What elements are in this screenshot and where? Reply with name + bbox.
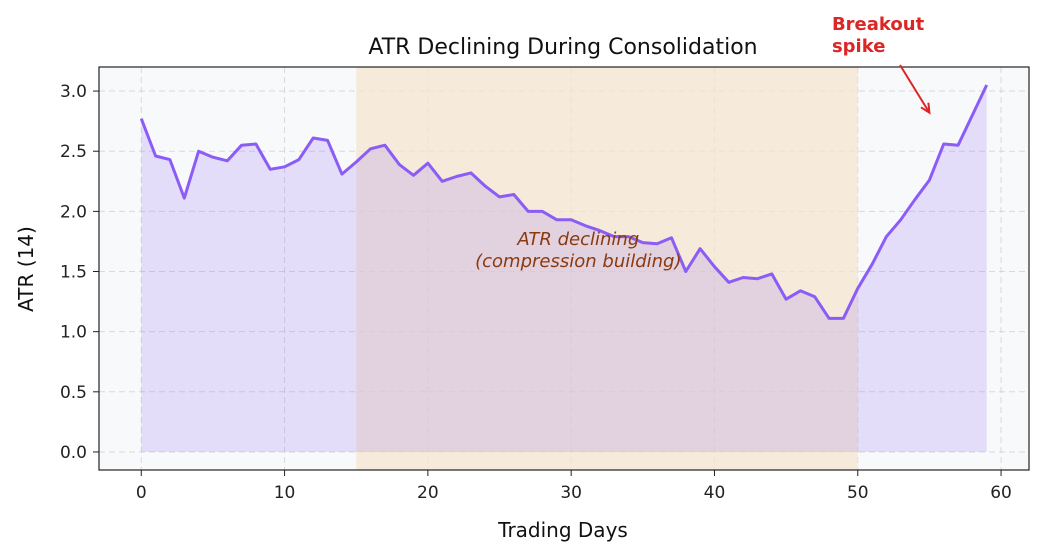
chart-title: ATR Declining During Consolidation — [368, 35, 757, 60]
x-tick-label: 30 — [560, 483, 582, 503]
y-tick-label: 2.0 — [60, 202, 87, 222]
y-tick-label: 0.5 — [60, 383, 87, 403]
consolidation-region — [356, 67, 858, 470]
x-tick-label: 0 — [136, 483, 147, 503]
x-tick-label: 20 — [417, 483, 439, 503]
y-tick-label: 1.5 — [60, 263, 87, 283]
x-tick-label: 60 — [990, 483, 1012, 503]
x-tick-label: 50 — [847, 483, 869, 503]
y-tick-label: 0.0 — [60, 443, 87, 463]
annotation-line-2: (compression building) — [475, 251, 681, 272]
y-tick-label: 1.0 — [60, 323, 87, 343]
annotation-line-1: ATR declining — [516, 229, 639, 250]
annotation-arrow — [899, 64, 931, 114]
x-axis-label: Trading Days — [497, 518, 628, 542]
annotation-line-1: Breakout — [832, 14, 925, 35]
y-axis-label: ATR (14) — [14, 226, 38, 312]
y-tick-label: 2.5 — [60, 142, 87, 162]
annotation-breakout: Breakout spike — [832, 14, 931, 115]
arrowhead-icon — [920, 102, 931, 115]
y-tick-label: 3.0 — [60, 82, 87, 102]
annotation-line-2: spike — [832, 36, 885, 57]
plot-frame — [98, 66, 1030, 471]
atr-line — [139, 84, 989, 320]
x-tick-label: 40 — [704, 483, 726, 503]
atr-area-fill — [141, 85, 987, 452]
x-tick-label: 10 — [274, 483, 296, 503]
annotation-atr-declining: ATR declining (compression building) — [475, 229, 681, 272]
